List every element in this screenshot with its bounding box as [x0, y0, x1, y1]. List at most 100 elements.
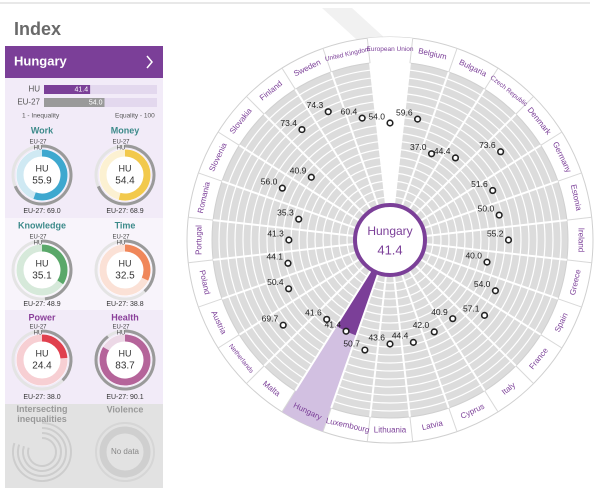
gauge-arc: [118, 149, 151, 201]
decor-arc: [27, 437, 57, 467]
value-label: 51.6: [471, 179, 488, 189]
spoke: [369, 63, 388, 206]
label-divider: [198, 298, 223, 308]
country-header[interactable]: [5, 46, 163, 78]
spoke: [400, 71, 450, 208]
gauge-hu-tag: HU: [117, 331, 126, 337]
domain-title: Money: [111, 125, 140, 135]
eu-arc: [96, 144, 156, 206]
gauge-eu-value: EU-27: 48.9: [23, 301, 60, 308]
domain-title: Work: [31, 125, 54, 135]
scale-max: Equality - 100: [115, 113, 155, 120]
gauge-hu-label: HU: [119, 163, 132, 173]
spoke: [213, 219, 356, 238]
value-dot: [480, 311, 489, 319]
label-divider: [557, 298, 582, 308]
country-name: Hungary: [14, 53, 68, 68]
label-divider: [484, 390, 499, 413]
value-label: 44.4: [434, 146, 451, 156]
highlight-bar: [336, 269, 379, 336]
value-dot: [285, 236, 293, 244]
value-label: 74.3: [307, 100, 324, 110]
label-divider: [322, 407, 332, 432]
label-divider: [566, 216, 592, 221]
label-divider: [217, 334, 240, 349]
gauge-value: 35.1: [32, 271, 52, 282]
gauge-eu-value: EU-27: 68.9: [106, 208, 143, 215]
label-divider: [198, 172, 223, 182]
value-dot: [279, 321, 287, 329]
value-label: 40.0: [465, 250, 482, 260]
spoke: [294, 88, 373, 211]
spoke: [238, 257, 361, 336]
value-label: 73.6: [479, 140, 496, 150]
gauge-arc: [41, 244, 68, 285]
domain-title[interactable]: Intersecting inequalities: [16, 404, 68, 424]
spoke: [294, 269, 373, 392]
gauge-hu-label: HU: [36, 258, 49, 268]
spoke: [422, 180, 559, 230]
gauge-eu-value: EU-27: 90.1: [106, 394, 143, 401]
gauge-face: [16, 149, 68, 201]
gauge-value: 55.9: [32, 176, 52, 187]
comparison-bar: [44, 98, 105, 107]
gauge-value: 83.7: [115, 361, 135, 372]
scale-min: 1 - Inequality: [22, 113, 60, 120]
label-divider: [566, 259, 592, 264]
value-label: 35.3: [277, 207, 294, 217]
spoke: [422, 250, 559, 300]
value-dot: [323, 315, 331, 323]
value-label: 44.1: [266, 252, 283, 262]
value-label: 40.9: [290, 166, 307, 176]
spoke: [369, 274, 388, 417]
value-label: 69.7: [262, 313, 279, 323]
gauge-arc: [124, 244, 151, 281]
value-label: 54.0: [474, 279, 491, 289]
country-label: Portugal: [195, 225, 204, 255]
value-dot: [284, 259, 292, 267]
label-divider: [540, 131, 563, 146]
no-data: No data: [111, 447, 140, 456]
value-dot: [342, 327, 350, 335]
label-divider: [409, 38, 414, 64]
value-label: 54.0: [368, 111, 385, 121]
gauge-empty-outer: [95, 422, 155, 482]
value-label: 57.1: [463, 304, 480, 314]
value-dot: [298, 125, 306, 134]
spoke: [330, 71, 380, 208]
domain-title: Health: [111, 312, 139, 322]
value-label: 41.6: [305, 308, 322, 318]
gauge-eu-tag: EU-27: [29, 140, 47, 146]
gauge-face: [16, 334, 68, 386]
spoke: [392, 63, 411, 206]
value-dot: [497, 148, 505, 156]
value-label: 41.4: [325, 319, 342, 329]
gauge-hu-tag: HU: [34, 331, 43, 337]
value-dot: [278, 184, 286, 192]
gauge-eu-tag: EU-27: [29, 235, 47, 241]
chevron[interactable]: [146, 55, 153, 69]
label-divider: [366, 38, 371, 64]
gauge-face: [16, 244, 68, 296]
center-country: Hungary: [367, 224, 412, 238]
domain-title: Time: [115, 220, 136, 230]
decor-arc: [17, 427, 67, 477]
label-divider: [409, 416, 414, 442]
spoke: [407, 269, 486, 392]
decor-arc: [12, 422, 72, 482]
gauge-eu-tag: EU-27: [112, 140, 130, 146]
gauge-face: [99, 244, 151, 296]
value-dot: [427, 150, 436, 158]
gauge-value: 32.5: [115, 271, 135, 282]
bar-track: [44, 85, 157, 94]
eu-arc: [41, 329, 73, 382]
gauge-hu-label: HU: [119, 348, 132, 358]
gauge-value: 24.4: [32, 361, 52, 372]
gauge-empty: [99, 426, 151, 478]
spoke: [400, 272, 450, 409]
label-divider: [217, 131, 240, 146]
value-dot: [386, 119, 394, 127]
label-divider: [246, 96, 265, 115]
spoke: [419, 257, 542, 336]
spoke: [407, 88, 486, 211]
